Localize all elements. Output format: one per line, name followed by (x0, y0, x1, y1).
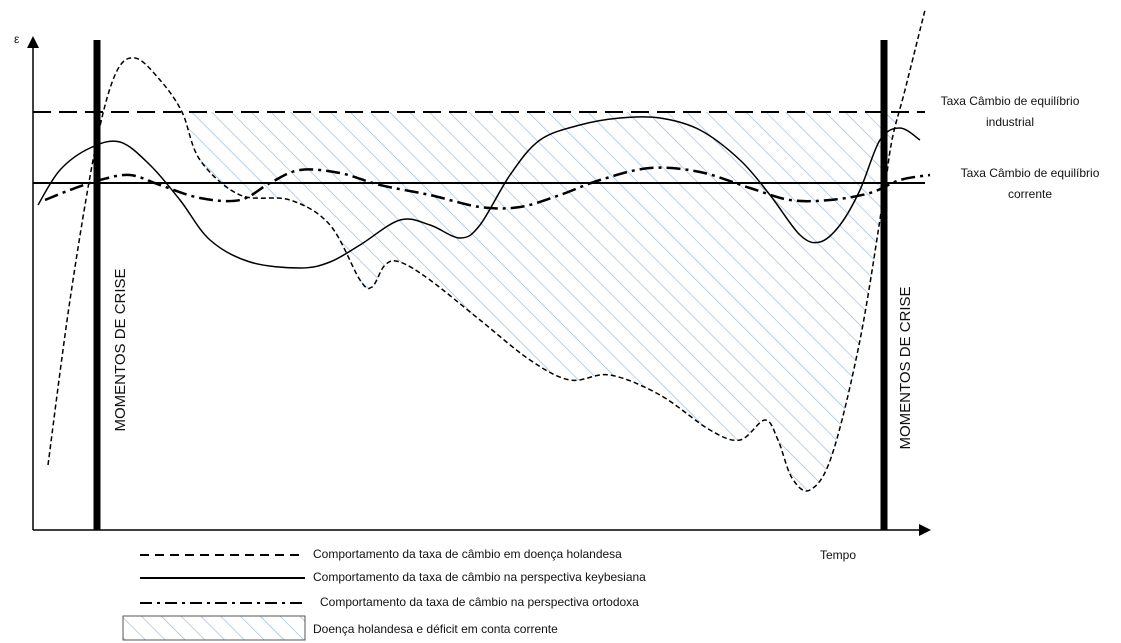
legend-swatch (122, 615, 306, 641)
orthodox-curve (44, 166, 931, 210)
ref-label: Taxa Câmbio de equilíbrio (961, 166, 1100, 180)
crisis-label: MOMENTOS DE CRISE (112, 268, 129, 431)
y-axis-label: ε (14, 32, 20, 46)
keynesian-curve (37, 116, 921, 269)
ref-label: industrial (986, 115, 1034, 129)
legend-label: Comportamento da taxa de câmbio na persp… (313, 570, 646, 584)
ref-label: Taxa Câmbio de equilíbrio (941, 94, 1080, 108)
legend-label: Comportamento da taxa de câmbio na persp… (320, 595, 639, 609)
crisis-label: MOMENTOS DE CRISE (897, 286, 914, 449)
legend-label: Comportamento da taxa de câmbio em doenç… (313, 547, 622, 561)
dutch-curve (47, 9, 926, 492)
hatched-area (182, 112, 900, 492)
ref-label: corrente (1008, 187, 1052, 201)
legend-label: Doença holandesa e déficit em conta corr… (313, 622, 558, 636)
x-axis-label: Tempo (820, 548, 856, 562)
